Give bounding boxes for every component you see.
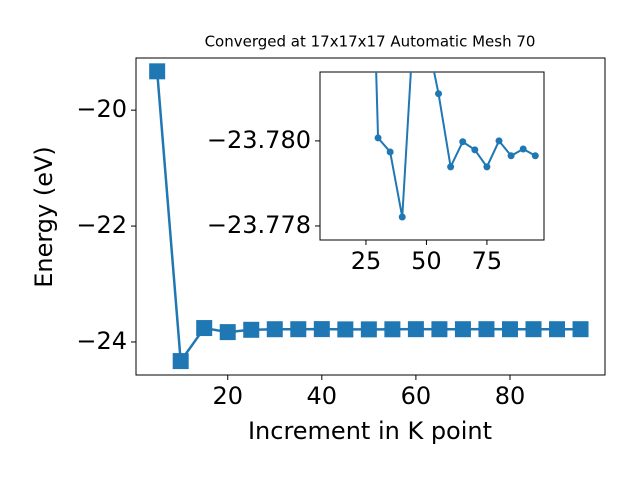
x-tick-label: 40 [307,382,338,410]
y-tick-label: −24 [76,327,127,355]
data-point [172,353,189,370]
chart-title: Converged at 17x17x17 Automatic Mesh 70 [205,33,536,51]
data-point [435,90,443,98]
data-point [266,321,283,338]
data-point [507,152,515,160]
x-tick-label: 75 [472,247,503,275]
data-point [398,213,406,221]
data-point [374,134,382,142]
data-point [386,148,394,156]
plot-area [319,71,545,241]
data-point [196,320,213,337]
data-point [519,145,527,153]
data-point [525,321,542,338]
data-point [454,321,471,338]
data-point [149,63,166,80]
data-point [407,321,424,338]
data-point [495,137,503,145]
data-point [431,321,448,338]
y-tick-label: −23.780 [207,126,311,154]
data-point [549,321,566,338]
x-tick-label: 20 [212,382,243,410]
data-point [471,146,479,154]
data-point [501,321,518,338]
data-point [411,10,418,17]
y-tick-label: −22 [76,211,127,239]
plot-content [149,63,589,370]
x-axis-label: Increment in K point [248,417,492,445]
y-tick-label: −23.778 [207,211,311,239]
x-tick-label: 80 [495,382,526,410]
y-axis-label: Energy (eV) [30,146,58,288]
data-point [447,163,455,171]
data-point [360,321,377,338]
data-point [483,163,491,171]
data-point [337,321,354,338]
x-tick-label: 25 [351,247,382,275]
data-point [313,321,330,338]
x-tick-label: 60 [401,382,432,410]
plot-content [374,10,539,221]
data-point [572,321,589,338]
data-point [243,321,260,338]
data-point [384,321,401,338]
data-point [478,321,495,338]
data-point [531,152,539,160]
data-point [219,324,236,341]
data-point [459,138,467,146]
x-tick-label: 50 [411,247,442,275]
data-point [290,321,307,338]
y-tick-label: −20 [76,95,127,123]
